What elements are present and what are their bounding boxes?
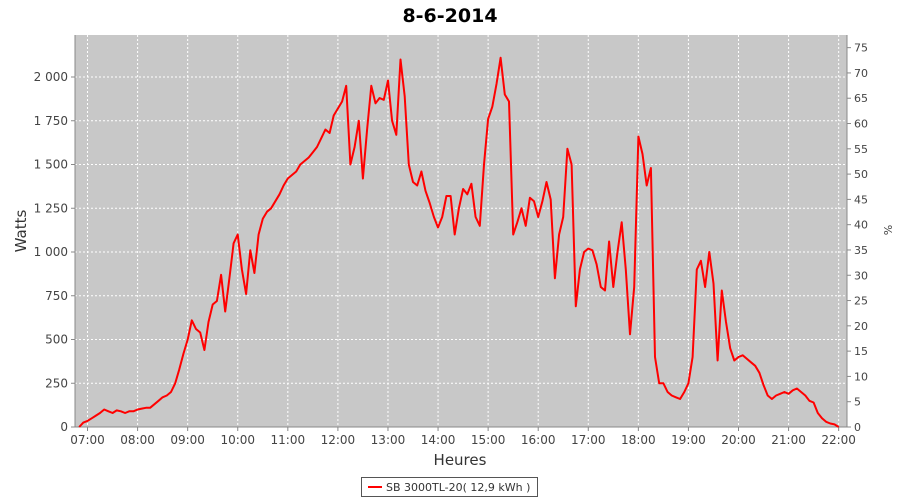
y2-tick-label: 40	[854, 219, 868, 232]
series-line	[78, 56, 840, 428]
x-tick-label: 08:00	[120, 433, 155, 447]
x-tick-label: 16:00	[521, 433, 556, 447]
y-tick-label: 1 250	[34, 201, 68, 215]
legend-label: SB 3000TL-20( 12,9 kWh )	[386, 480, 531, 494]
y-tick-label: 1 750	[34, 114, 68, 128]
x-tick-label: 10:00	[220, 433, 255, 447]
x-tick-label: 09:00	[170, 433, 205, 447]
x-tick-label: 07:00	[70, 433, 105, 447]
y-tick-label: 1 500	[34, 158, 68, 172]
y-tick-label: 1 000	[34, 245, 68, 259]
y2-tick-label: 45	[854, 193, 868, 206]
grid-lines	[75, 35, 847, 427]
x-tick-label: 17:00	[571, 433, 606, 447]
y2-tick-label: 55	[854, 143, 868, 156]
x-tick-label: 11:00	[271, 433, 306, 447]
y2-tick-label: 35	[854, 244, 868, 257]
x-tick-label: 21:00	[771, 433, 806, 447]
y2-tick-label: 20	[854, 320, 868, 333]
x-tick-label: 14:00	[421, 433, 456, 447]
x-tick-label: 20:00	[721, 433, 756, 447]
y2-tick-label: 30	[854, 269, 868, 282]
y-axis-label: Watts	[12, 210, 30, 253]
y-tick-label: 0	[60, 420, 68, 434]
y-axis-right: 0 5 10 15 20 25 30 35 40 45 50 55 60 65 70 75	[847, 42, 868, 434]
y2-axis-label: %	[881, 225, 894, 235]
x-tick-label: 18:00	[621, 433, 656, 447]
y2-tick-label: 75	[854, 42, 868, 55]
legend-swatch	[368, 486, 382, 488]
chart-title: 8-6-2014	[402, 5, 497, 27]
y2-tick-label: 0	[854, 421, 861, 434]
y2-tick-label: 15	[854, 345, 868, 358]
y2-tick-label: 60	[854, 118, 868, 131]
legend: SB 3000TL-20( 12,9 kWh )	[361, 477, 538, 497]
plot-area	[75, 35, 847, 427]
x-tick-label: 12:00	[321, 433, 356, 447]
y2-tick-label: 5	[854, 396, 861, 409]
x-tick-label: 19:00	[671, 433, 706, 447]
y2-tick-label: 10	[854, 370, 868, 383]
x-tick-label: 15:00	[471, 433, 506, 447]
y-tick-label: 750	[45, 289, 68, 303]
y-tick-label: 500	[45, 333, 68, 347]
y2-tick-label: 65	[854, 92, 868, 105]
x-axis: 07:00 08:00 09:00 10:00 11:00 12:00 13:00 14:00…	[70, 427, 856, 447]
x-tick-label: 13:00	[371, 433, 406, 447]
y-tick-label: 250	[45, 376, 68, 390]
y2-tick-label: 70	[854, 67, 868, 80]
x-axis-label: Heures	[434, 451, 487, 469]
y2-tick-label: 50	[854, 168, 868, 181]
y-tick-label: 2 000	[34, 70, 68, 84]
x-tick-label: 22:00	[821, 433, 856, 447]
y-axis-left: 0 250 500 750 1 000 1 250 1 500 1 750 2 000	[34, 70, 75, 434]
y2-tick-label: 25	[854, 295, 868, 308]
